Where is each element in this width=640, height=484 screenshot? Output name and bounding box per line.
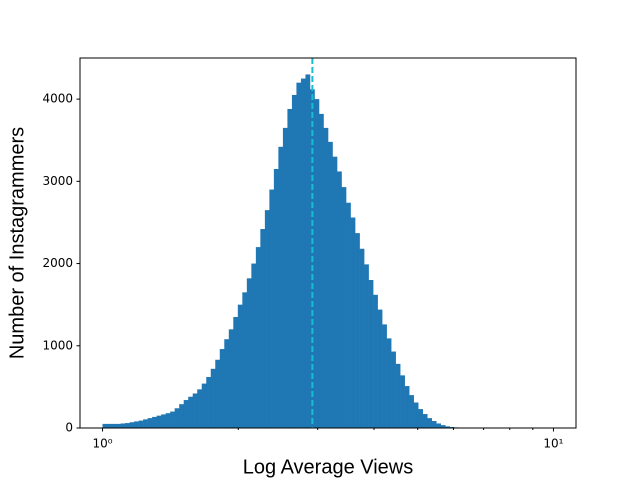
bar — [432, 421, 437, 428]
bar — [265, 210, 270, 428]
bar — [251, 264, 256, 428]
bar — [405, 386, 410, 428]
bar — [351, 218, 356, 428]
bar — [161, 414, 166, 428]
bar — [355, 233, 360, 428]
bar — [427, 418, 432, 428]
bar — [107, 424, 112, 428]
bar — [418, 409, 423, 428]
bar — [229, 329, 234, 428]
bar — [369, 280, 374, 428]
bar — [220, 349, 225, 428]
bar — [211, 369, 216, 428]
bar — [342, 187, 347, 428]
bar — [423, 414, 428, 428]
bar — [125, 423, 130, 428]
bar — [193, 393, 198, 428]
bar — [112, 424, 117, 428]
bar — [224, 339, 229, 428]
bar — [333, 157, 338, 428]
bar — [409, 395, 414, 428]
bar — [328, 142, 333, 428]
bar — [382, 324, 387, 428]
bar — [287, 109, 292, 428]
y-tick-label: 0 — [65, 421, 73, 435]
bar — [139, 421, 144, 428]
bar — [184, 400, 189, 428]
x-axis-label: Log Average Views — [243, 456, 414, 478]
bar — [305, 74, 310, 428]
bar — [148, 418, 153, 428]
bar — [269, 190, 274, 428]
bar — [170, 412, 175, 428]
bar — [238, 305, 243, 428]
bar — [314, 99, 319, 428]
x-tick-label: 10¹ — [543, 437, 563, 451]
bar — [152, 417, 157, 428]
bar — [134, 421, 139, 428]
bar — [157, 416, 162, 428]
bar — [166, 413, 171, 428]
bar — [260, 229, 265, 428]
bar — [296, 83, 301, 428]
bar — [103, 424, 108, 428]
bar — [242, 292, 247, 428]
bar — [292, 95, 297, 428]
bar — [400, 375, 405, 428]
bar — [346, 203, 351, 428]
bar — [323, 128, 328, 428]
bar — [202, 384, 207, 428]
x-tick-label: 10⁰ — [92, 437, 112, 451]
bar — [233, 317, 238, 428]
bar — [337, 171, 342, 428]
y-axis-label: Number of Instagrammers — [6, 127, 28, 359]
y-tick-label: 4000 — [42, 92, 73, 106]
bar — [188, 397, 193, 428]
bar — [175, 408, 180, 428]
bar — [116, 424, 121, 428]
y-tick-label: 2000 — [42, 256, 73, 270]
bar — [319, 114, 324, 428]
y-tick-label: 3000 — [42, 174, 73, 188]
bar — [278, 147, 283, 428]
bar — [373, 295, 378, 428]
bar — [215, 360, 220, 428]
bar — [197, 389, 202, 428]
bar — [247, 278, 252, 428]
bar — [179, 404, 184, 428]
bar — [436, 423, 441, 428]
bar — [378, 310, 383, 428]
bar — [143, 419, 148, 428]
bar — [206, 377, 211, 428]
bar — [414, 403, 419, 428]
bar — [360, 249, 365, 428]
bar — [283, 128, 288, 428]
bar — [364, 264, 369, 428]
bar — [391, 352, 396, 428]
bar — [274, 169, 279, 428]
bar — [256, 247, 261, 428]
bar — [121, 423, 126, 428]
y-tick-label: 1000 — [42, 338, 73, 352]
bar — [387, 338, 392, 428]
bar — [130, 422, 135, 428]
bar — [301, 79, 306, 428]
bar — [396, 364, 401, 428]
